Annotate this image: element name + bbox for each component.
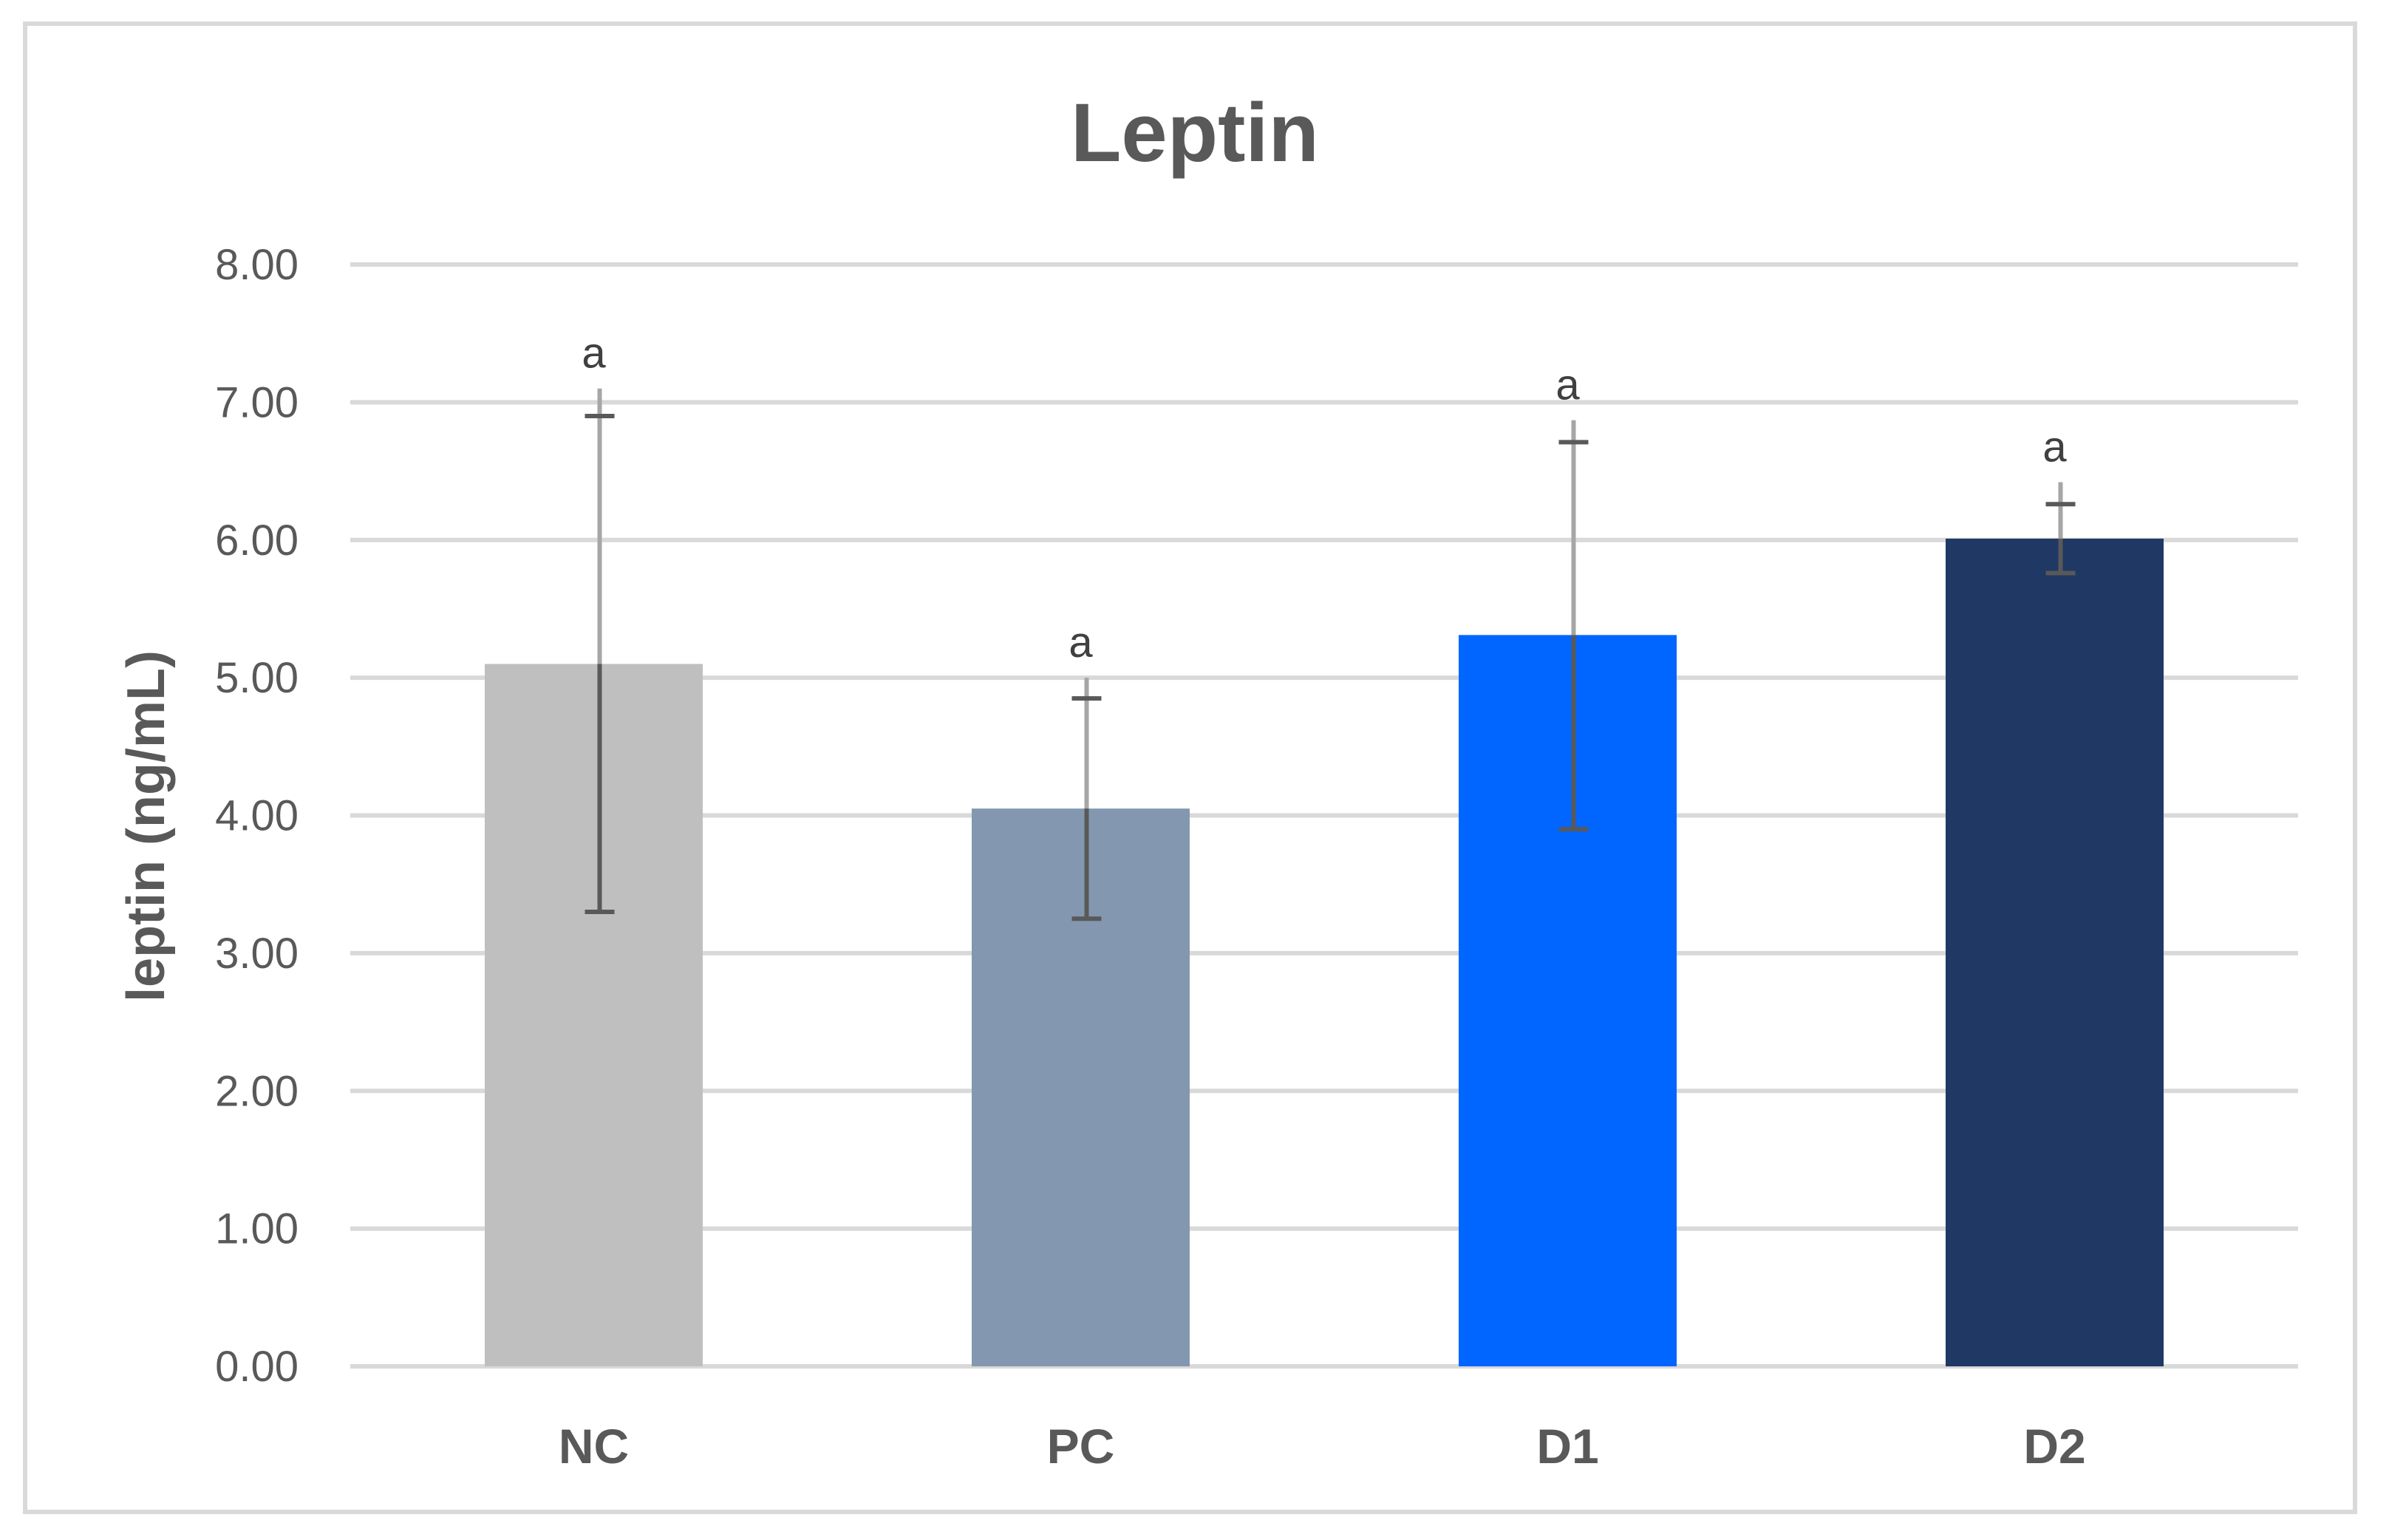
y-tick-label: 6.00 [215, 517, 299, 565]
x-tick-label: NC [559, 1419, 629, 1473]
significance-labels: a a a a [582, 330, 2067, 667]
x-tick-label: D1 [1536, 1419, 1598, 1473]
bar-d1 [1459, 635, 1677, 1366]
significance-letter: a [1555, 361, 1580, 409]
bar-d2 [1946, 538, 2164, 1366]
y-tick-label: 2.00 [215, 1067, 299, 1115]
y-axis-label: leptin (ng/mL) [117, 650, 176, 1002]
bar-pc [972, 808, 1190, 1366]
bars [485, 538, 2164, 1366]
error-bars [585, 388, 2076, 921]
x-tick-labels: NC PC D1 D2 [559, 1419, 2086, 1473]
chart-title: Leptin [1071, 86, 1319, 179]
y-tick-label: 3.00 [215, 930, 299, 978]
y-tick-label: 8.00 [215, 241, 299, 289]
x-tick-label: PC [1047, 1419, 1115, 1473]
significance-letter: a [582, 330, 606, 378]
y-tick-label: 4.00 [215, 792, 299, 840]
significance-letter: a [2042, 423, 2067, 471]
significance-letter: a [1069, 619, 1093, 667]
bar-nc [485, 664, 703, 1366]
x-tick-label: D2 [2023, 1419, 2085, 1473]
y-tick-label: 1.00 [215, 1205, 299, 1253]
y-tick-label: 7.00 [215, 378, 299, 426]
y-tick-label: 5.00 [215, 654, 299, 702]
y-tick-labels: 0.00 1.00 2.00 3.00 4.00 5.00 6.00 7.00 8.00 [215, 241, 299, 1391]
y-tick-label: 0.00 [215, 1343, 299, 1391]
